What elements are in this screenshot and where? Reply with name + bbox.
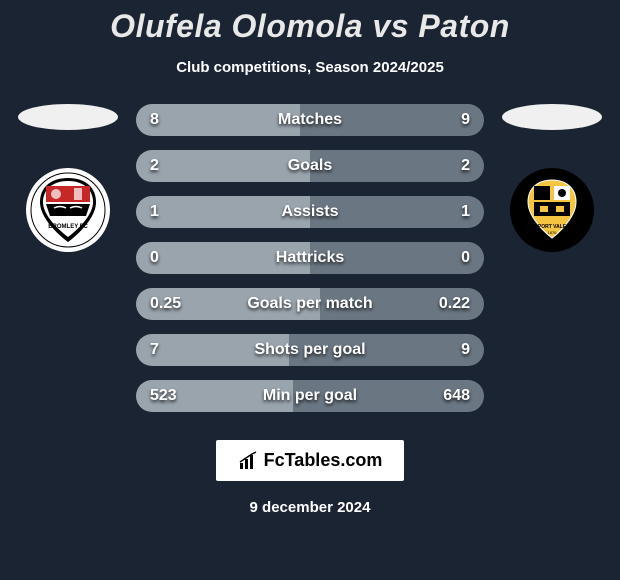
chart-icon <box>238 451 258 471</box>
stat-bar-hattricks: 0 Hattricks 0 <box>136 242 484 274</box>
stat-left-value: 523 <box>150 387 177 405</box>
left-club-badge: BROMLEY FC <box>26 168 110 252</box>
left-player-photo <box>18 104 118 130</box>
svg-text:1876: 1876 <box>548 230 558 235</box>
stat-label: Assists <box>282 203 339 221</box>
stat-left-value: 0.25 <box>150 295 181 313</box>
stat-right-value: 1 <box>461 203 470 221</box>
stat-left-value: 0 <box>150 249 159 267</box>
stat-right-value: 0 <box>461 249 470 267</box>
stat-right-value: 0.22 <box>439 295 470 313</box>
stat-label: Hattricks <box>276 249 344 267</box>
stat-bar-min-per-goal: 523 Min per goal 648 <box>136 380 484 412</box>
page-title: Olufela Olomola vs Paton <box>110 8 510 45</box>
stat-right-value: 2 <box>461 157 470 175</box>
port-vale-badge-icon: PORT VALE 1876 <box>514 172 590 248</box>
subtitle: Club competitions, Season 2024/2025 <box>176 59 444 76</box>
stat-label: Matches <box>278 111 342 129</box>
stat-bar-goals-per-match: 0.25 Goals per match 0.22 <box>136 288 484 320</box>
stat-label: Goals <box>288 157 332 175</box>
stat-bar-left-fill <box>136 150 310 182</box>
stat-left-value: 2 <box>150 157 159 175</box>
stat-bar-shots-per-goal: 7 Shots per goal 9 <box>136 334 484 366</box>
right-club-badge: PORT VALE 1876 <box>510 168 594 252</box>
stat-label: Shots per goal <box>254 341 365 359</box>
stat-bar-left-fill <box>136 104 300 136</box>
comparison-row: BROMLEY FC 8 Matches 9 2 Goals 2 1 Assis… <box>0 104 620 412</box>
fctables-logo[interactable]: FcTables.com <box>216 440 405 481</box>
footer: FcTables.com 9 december 2024 <box>216 440 405 516</box>
stats-column: 8 Matches 9 2 Goals 2 1 Assists 1 0 Hatt… <box>128 104 492 412</box>
stat-right-value: 9 <box>461 111 470 129</box>
bromley-badge-icon: BROMLEY FC <box>30 172 106 248</box>
stat-left-value: 1 <box>150 203 159 221</box>
stat-right-value: 9 <box>461 341 470 359</box>
stat-label: Goals per match <box>247 295 372 313</box>
stat-label: Min per goal <box>263 387 357 405</box>
right-player-col: PORT VALE 1876 <box>492 104 612 252</box>
left-player-col: BROMLEY FC <box>8 104 128 252</box>
stat-left-value: 8 <box>150 111 159 129</box>
stat-bar-goals: 2 Goals 2 <box>136 150 484 182</box>
right-player-photo <box>502 104 602 130</box>
stat-left-value: 7 <box>150 341 159 359</box>
date-text: 9 december 2024 <box>250 499 371 516</box>
stat-bar-assists: 1 Assists 1 <box>136 196 484 228</box>
stat-right-value: 648 <box>443 387 470 405</box>
logo-text: FcTables.com <box>264 450 383 471</box>
stat-bar-right-fill <box>310 150 484 182</box>
stat-bar-matches: 8 Matches 9 <box>136 104 484 136</box>
svg-text:BROMLEY FC: BROMLEY FC <box>48 224 88 230</box>
